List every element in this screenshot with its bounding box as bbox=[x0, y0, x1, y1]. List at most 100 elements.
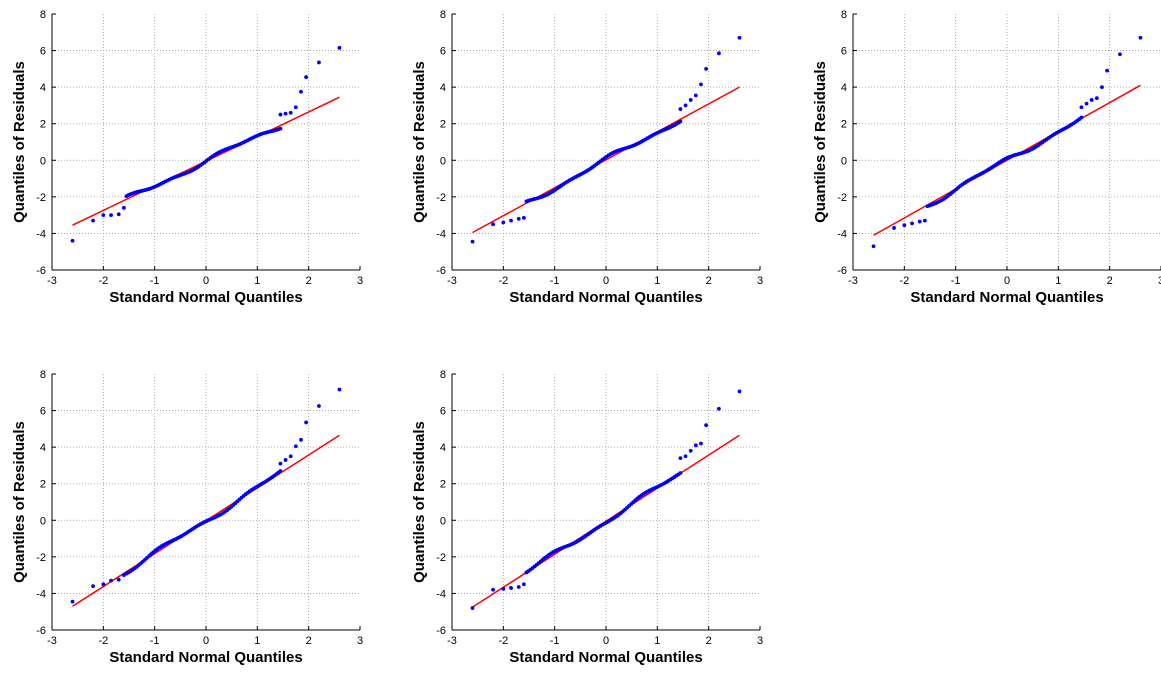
x-tick-label: -1 bbox=[150, 635, 160, 647]
data-point bbox=[717, 51, 721, 56]
y-axis-label: Quantiles of Residuals bbox=[411, 61, 428, 223]
data-point bbox=[1118, 52, 1122, 57]
plot-area bbox=[452, 14, 760, 270]
x-tick-label: -3 bbox=[447, 635, 457, 647]
data-point bbox=[871, 244, 876, 249]
data-point bbox=[283, 458, 288, 462]
y-tick-label: -2 bbox=[837, 192, 847, 204]
data-point bbox=[704, 66, 708, 71]
data-point bbox=[693, 443, 698, 448]
data-point bbox=[278, 112, 283, 117]
y-axis-label: Quantiles of Residuals bbox=[411, 421, 428, 583]
y-tick-label: -4 bbox=[36, 588, 46, 600]
x-tick-label: -3 bbox=[47, 635, 57, 647]
x-tick-label: 2 bbox=[306, 635, 312, 647]
x-tick-label: 2 bbox=[1107, 275, 1113, 287]
data-point bbox=[288, 454, 293, 459]
y-tick-label: -2 bbox=[436, 552, 446, 564]
data-point bbox=[317, 404, 321, 408]
y-tick-label: -2 bbox=[36, 552, 46, 564]
data-point bbox=[278, 469, 283, 473]
data-point bbox=[1079, 105, 1084, 110]
y-tick-label: 0 bbox=[440, 515, 446, 527]
data-point bbox=[1084, 101, 1089, 106]
x-tick-label: 0 bbox=[1004, 275, 1010, 287]
y-tick-label: 4 bbox=[440, 82, 446, 94]
x-tick-label: -3 bbox=[447, 275, 457, 287]
y-tick-label: 8 bbox=[841, 9, 847, 21]
data-point bbox=[683, 454, 688, 459]
x-tick-label: 1 bbox=[254, 275, 260, 287]
reference-line bbox=[472, 86, 740, 234]
y-tick-label: -4 bbox=[36, 228, 46, 240]
data-point bbox=[109, 213, 113, 218]
data-point bbox=[516, 585, 521, 589]
data-point bbox=[737, 35, 742, 40]
subplot-4: -3 -2 -1 0 1 2 3 -6 -4 -2 0 2 4 6 8 Standard Normal Qua… bbox=[11, 369, 363, 666]
data-point bbox=[337, 387, 342, 392]
y-tick-label: 8 bbox=[40, 9, 46, 21]
x-tick-label: 0 bbox=[203, 635, 209, 647]
x-tick-label: -1 bbox=[150, 275, 160, 287]
x-tick-label: -1 bbox=[550, 635, 560, 647]
x-tick-label: 1 bbox=[1055, 275, 1061, 287]
y-tick-label: 2 bbox=[40, 479, 46, 491]
data-point bbox=[116, 212, 121, 217]
plot-area bbox=[52, 374, 360, 630]
plot-area bbox=[452, 374, 760, 630]
x-tick-label: 2 bbox=[306, 275, 312, 287]
x-tick-label: 3 bbox=[1158, 275, 1161, 287]
y-tick-label: -6 bbox=[436, 265, 446, 277]
data-point bbox=[688, 448, 693, 453]
data-point bbox=[917, 219, 922, 224]
x-axis-label: Standard Normal Quantiles bbox=[910, 289, 1103, 306]
plot-area bbox=[52, 14, 360, 270]
x-axis-label: Standard Normal Quantiles bbox=[509, 649, 702, 666]
data-point bbox=[299, 89, 303, 94]
data-point bbox=[1100, 85, 1104, 90]
data-point bbox=[922, 218, 927, 223]
y-tick-label: 2 bbox=[440, 479, 446, 491]
data-point bbox=[101, 213, 106, 218]
data-point bbox=[288, 110, 293, 115]
data-point bbox=[678, 471, 683, 475]
data-point bbox=[278, 126, 283, 131]
data-point bbox=[470, 606, 475, 610]
x-tick-label: 1 bbox=[654, 275, 660, 287]
y-tick-label: -4 bbox=[436, 588, 446, 600]
y-tick-label: 8 bbox=[440, 9, 446, 21]
data-point bbox=[109, 578, 113, 583]
x-tick-label: -2 bbox=[498, 275, 508, 287]
x-tick-label: 0 bbox=[203, 275, 209, 287]
x-tick-label: 3 bbox=[357, 275, 363, 287]
data-point bbox=[91, 584, 95, 589]
y-tick-label: -6 bbox=[36, 265, 46, 277]
data-point bbox=[892, 226, 896, 230]
y-tick-label: 8 bbox=[440, 369, 446, 381]
x-tick-label: 3 bbox=[357, 635, 363, 647]
data-point bbox=[337, 45, 342, 50]
data-point bbox=[678, 107, 683, 111]
y-tick-label: -6 bbox=[36, 625, 46, 637]
y-tick-label: 6 bbox=[841, 46, 847, 58]
x-tick-label: -2 bbox=[498, 635, 508, 647]
data-point bbox=[304, 420, 308, 425]
y-tick-label: 2 bbox=[841, 119, 847, 131]
data-point bbox=[1105, 68, 1109, 73]
data-point bbox=[678, 456, 683, 461]
data-point bbox=[101, 582, 106, 587]
subplot-2: -3 -2 -1 0 1 2 3 -6 -4 -2 0 2 4 6 8 Standard Normal Qua… bbox=[411, 9, 763, 306]
x-tick-label: -3 bbox=[47, 275, 57, 287]
data-point bbox=[317, 60, 321, 65]
subplot-3: -3 -2 -1 0 1 2 3 -6 -4 -2 0 2 4 6 8 Standard Normal Qua… bbox=[812, 9, 1161, 306]
data-point bbox=[509, 218, 513, 223]
y-tick-label: 0 bbox=[841, 155, 847, 167]
x-tick-label: 1 bbox=[254, 635, 260, 647]
x-tick-label: -2 bbox=[899, 275, 909, 287]
y-tick-label: 6 bbox=[440, 406, 446, 418]
data-point bbox=[1138, 35, 1143, 40]
y-tick-label: 4 bbox=[40, 82, 46, 94]
x-tick-label: -1 bbox=[550, 275, 560, 287]
data-point bbox=[491, 222, 495, 227]
data-point bbox=[688, 98, 693, 102]
